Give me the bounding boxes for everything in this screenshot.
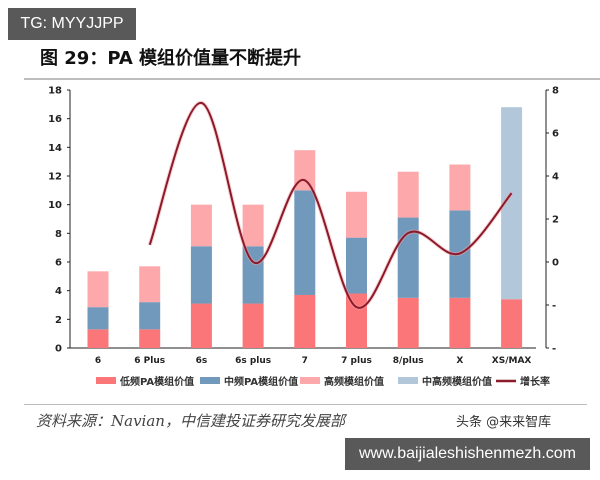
- right-tick-label: 2: [552, 215, 559, 226]
- left-tick-label: 8: [55, 229, 62, 240]
- bottom-divider: [24, 404, 587, 405]
- bar-segment: [190, 204, 212, 247]
- bar-segment: [501, 299, 523, 348]
- x-tick-label: 7: [302, 356, 308, 366]
- left-tick-label: 12: [48, 172, 62, 183]
- bar-segment: [139, 266, 161, 303]
- right-tick-label: -: [552, 301, 556, 312]
- bar-segment: [397, 217, 419, 298]
- right-tick-label: -: [552, 344, 556, 355]
- left-tick-label: 18: [48, 86, 62, 97]
- legend-label: 中频PA模组价值: [224, 375, 298, 388]
- bar-segment: [190, 303, 212, 348]
- right-tick-label: 4: [552, 172, 559, 183]
- legend-swatch: [398, 377, 418, 384]
- left-tick-label: 14: [48, 143, 62, 154]
- bar-segment: [501, 107, 523, 300]
- left-tick-label: 0: [55, 344, 62, 355]
- bar-segment: [346, 191, 367, 238]
- legend-label: 增长率: [520, 375, 550, 388]
- bar-segment: [294, 294, 316, 348]
- x-tick-label: XS/MAX: [492, 356, 532, 366]
- x-tick-label: 8/plus: [393, 356, 424, 366]
- right-tick-label: 8: [552, 86, 559, 97]
- bar-segment: [397, 297, 419, 348]
- watermark-url-badge: www.baijialeshishenmezh.com: [345, 438, 590, 470]
- left-tick-label: 10: [48, 200, 62, 211]
- x-tick-label: X: [456, 356, 463, 366]
- bar-segment: [242, 303, 264, 348]
- x-tick-label: 6: [95, 356, 101, 366]
- bar-segment: [397, 171, 419, 218]
- legend-swatch: [200, 377, 220, 384]
- bar-segment: [87, 271, 109, 308]
- watermark-badge-top: TG: MYYJJPP: [8, 8, 136, 40]
- stacked-bar-line-chart: 0 2 4 6 8 10 12 14 16 18 - - 0 2 4 6 8 6 6 Plus 6s 6s plus 7 7…: [48, 86, 559, 389]
- bar-segment: [139, 302, 161, 330]
- top-divider: [24, 78, 600, 80]
- x-tick-label: 7 plus: [341, 356, 372, 366]
- legend-label: 低频PA模组价值: [119, 375, 194, 388]
- legend-label: 中高频模组价值: [422, 375, 492, 388]
- bar-segment: [449, 164, 471, 211]
- legend-swatch: [300, 377, 320, 384]
- x-tick-label: 6s plus: [235, 356, 271, 366]
- figure-title: 图 29：PA 模组价值量不断提升: [40, 48, 302, 69]
- legend-swatch: [96, 377, 116, 384]
- bar-segment: [449, 297, 471, 348]
- growth-line: [148, 101, 513, 309]
- bar-segment: [87, 307, 109, 330]
- left-tick-label: 6: [55, 258, 62, 269]
- corner-watermark: 头条 @来来智库: [456, 415, 552, 430]
- left-tick-label: 4: [55, 286, 62, 297]
- bar-segment: [87, 329, 109, 348]
- bar-segment: [242, 204, 264, 247]
- bar-segment: [242, 246, 264, 304]
- left-tick-label: 16: [48, 114, 62, 125]
- right-tick-label: 6: [552, 129, 559, 140]
- source-note: 资料来源：Navian，中信建投证券研究发展部: [36, 412, 345, 430]
- bar-segment: [139, 329, 161, 348]
- bar-segment: [346, 237, 367, 294]
- bar-segment: [294, 190, 316, 295]
- left-tick-label: 2: [55, 315, 62, 326]
- bar-segment: [190, 246, 212, 304]
- x-tick-label: 6 Plus: [134, 356, 165, 366]
- x-tick-label: 6s: [196, 356, 208, 366]
- legend-label: 高频模组价值: [324, 375, 384, 388]
- right-tick-label: 0: [552, 258, 559, 269]
